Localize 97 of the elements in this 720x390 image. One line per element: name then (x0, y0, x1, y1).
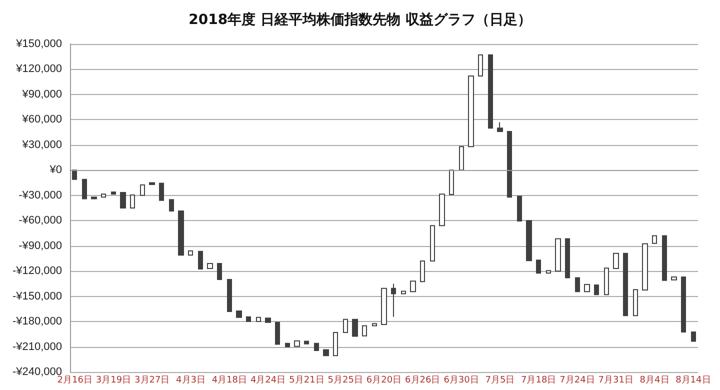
candlestick (314, 342, 319, 352)
x-tick-label: 7月5日 (485, 376, 515, 386)
candlestick (691, 332, 696, 342)
candlestick (449, 170, 454, 196)
candlestick (594, 284, 599, 296)
candlestick (343, 318, 348, 333)
candlestick (565, 238, 570, 278)
y-tick-label: -¥240,000 (12, 366, 62, 378)
candlestick (652, 235, 657, 244)
candlestick (362, 325, 367, 336)
candlestick (372, 323, 377, 326)
x-tick-label: 5月21日 (289, 376, 324, 386)
candlestick (217, 263, 222, 280)
y-tick-label: ¥120,000 (15, 63, 62, 76)
candlestick (140, 184, 145, 196)
candlestick (391, 283, 396, 318)
x-tick-label: 7月31日 (598, 376, 634, 386)
candlestick (575, 277, 580, 292)
y-tick-label: -¥210,000 (12, 340, 62, 353)
candlestick (82, 178, 87, 200)
y-tick-label: ¥60,000 (21, 114, 62, 126)
candlestick (91, 196, 97, 200)
candlestick (430, 225, 435, 262)
x-tick-label: 6月20日 (366, 376, 402, 386)
candlestick (227, 278, 232, 312)
candlestick (546, 270, 551, 274)
candlestick (294, 340, 300, 347)
x-tick-label: 7月24日 (560, 376, 595, 386)
x-tick-label: 2月16日 (57, 376, 92, 386)
candlestick (178, 210, 184, 256)
candlestick (207, 263, 213, 270)
y-tick-label: -¥120,000 (12, 265, 62, 278)
candlestick (459, 146, 464, 171)
candlestick (623, 252, 628, 316)
chart-title: 2018年度 日経平均株価指数先物 収益グラフ（日足） (188, 11, 532, 28)
x-tick-label: 8月14日 (676, 376, 711, 386)
candlestick (604, 268, 609, 296)
y-tick-label: -¥180,000 (12, 316, 62, 328)
x-tick-label: 3月19日 (96, 376, 132, 386)
y-tick-label: ¥30,000 (21, 138, 62, 151)
candlestick (323, 349, 329, 356)
x-tick-label: 7月18日 (520, 376, 556, 386)
x-tick-label: 4月18日 (212, 376, 248, 386)
candlestick (584, 284, 590, 292)
y-tick-label: ¥0 (48, 164, 62, 176)
candlestick (439, 194, 445, 226)
candlestick (111, 192, 116, 195)
y-tick-label: -¥150,000 (12, 290, 62, 302)
candlestick (420, 260, 425, 282)
candlestick (198, 250, 203, 270)
candlestick (488, 54, 493, 129)
candlestick (468, 75, 474, 148)
candlestick (613, 252, 619, 270)
candlestick (410, 280, 416, 292)
candlestick (265, 318, 271, 323)
candlestick (555, 238, 561, 272)
x-tick-label: 6月30日 (444, 376, 479, 386)
candlestick (169, 199, 174, 212)
candlestick (536, 260, 541, 274)
y-tick-label: -¥30,000 (18, 189, 62, 202)
candlestick (478, 54, 483, 76)
candlestick (333, 332, 338, 356)
candlestick (507, 130, 512, 198)
y-tick-label: -¥60,000 (18, 214, 62, 227)
candlestick (188, 250, 193, 256)
candlestick (149, 182, 155, 185)
candlestick (236, 310, 242, 318)
candlestick (497, 122, 503, 132)
candlestick (642, 243, 648, 290)
candlestick (401, 290, 406, 294)
x-tick-label: 5月25日 (328, 376, 363, 386)
candlestick (120, 192, 126, 208)
y-tick-label: -¥90,000 (18, 240, 62, 252)
y-tick-label: ¥150,000 (15, 38, 62, 50)
candlestick (304, 340, 309, 344)
candlestick (72, 170, 77, 180)
x-tick-label: 6月26日 (405, 376, 440, 386)
candlestick (381, 288, 387, 325)
candlestick (671, 276, 677, 280)
candlestick (101, 194, 106, 198)
candlestick (526, 220, 532, 262)
candlestick (275, 322, 280, 345)
y-tick-label: ¥90,000 (21, 88, 62, 100)
candlestick (352, 318, 358, 337)
candlestick (246, 316, 251, 322)
candlestick (517, 196, 522, 222)
candlestick (256, 316, 261, 322)
candlestick (285, 342, 290, 348)
x-tick-label: 3月27日 (134, 376, 170, 386)
x-tick-label: 4月24日 (250, 376, 286, 386)
candlestick (662, 235, 667, 281)
candlestick (633, 289, 638, 316)
x-tick-label: 4月3日 (176, 376, 206, 386)
candlestick (681, 276, 686, 333)
candlestick (159, 182, 164, 201)
x-tick-label: 8月4日 (640, 376, 670, 386)
candlestick (130, 194, 135, 208)
